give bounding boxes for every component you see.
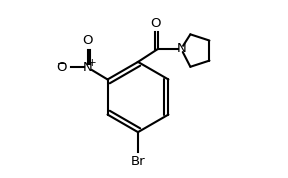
Text: −: − <box>56 57 66 70</box>
Text: N: N <box>83 61 93 74</box>
Text: O: O <box>83 34 93 47</box>
Text: O: O <box>150 17 161 30</box>
Text: N: N <box>176 42 186 55</box>
Text: O: O <box>56 61 67 74</box>
Text: +: + <box>88 58 96 68</box>
Text: Br: Br <box>131 155 145 168</box>
